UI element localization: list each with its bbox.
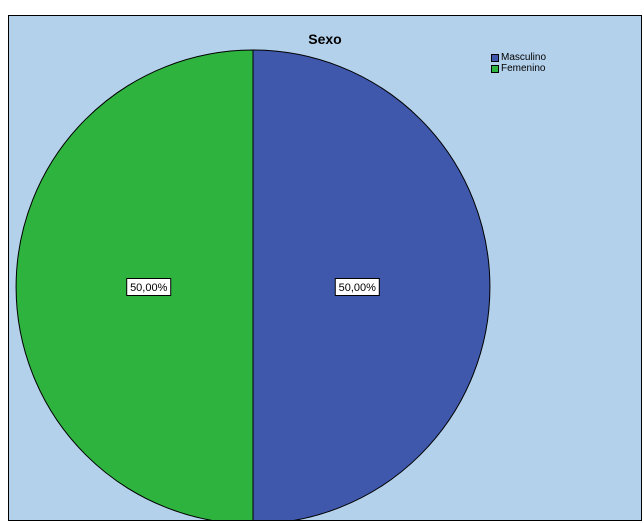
legend-label-femenino: Femenino xyxy=(501,63,546,74)
data-label-text: 50,00% xyxy=(130,282,168,294)
legend-swatch-femenino xyxy=(491,64,499,73)
legend-swatch-masculino xyxy=(491,53,499,62)
data-label-masculino: 50,00% xyxy=(334,278,380,296)
chart-frame: Sexo 50,00% 50,00% Masculino Femenino xyxy=(8,15,642,521)
data-label-box xyxy=(334,278,380,296)
data-label-box xyxy=(126,278,172,296)
chart-legend: Masculino Femenino xyxy=(491,52,546,74)
data-label-femenino: 50,00% xyxy=(126,278,172,296)
legend-item-femenino: Femenino xyxy=(491,63,546,74)
legend-label-masculino: Masculino xyxy=(501,52,547,63)
pie-chart: 50,00% 50,00% xyxy=(15,49,491,520)
chart-title: Sexo xyxy=(308,31,342,47)
legend-item-masculino: Masculino xyxy=(491,52,546,63)
data-label-text: 50,00% xyxy=(339,282,377,294)
